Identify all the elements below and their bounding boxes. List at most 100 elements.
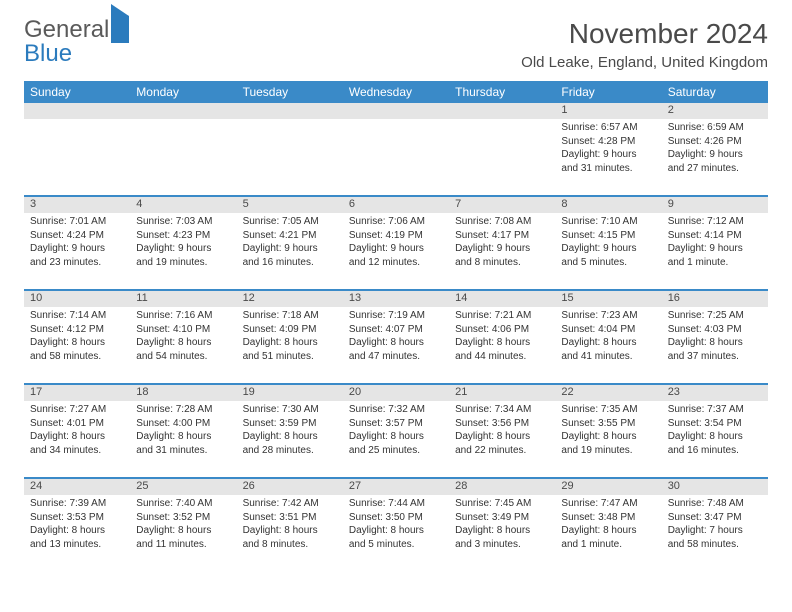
sunset-text: Sunset: 4:04 PM [561, 323, 655, 337]
day-cell: 4Sunrise: 7:03 AMSunset: 4:23 PMDaylight… [130, 197, 236, 289]
day-details: Sunrise: 7:28 AMSunset: 4:00 PMDaylight:… [136, 403, 230, 457]
sunrise-text: Sunrise: 7:12 AM [668, 215, 762, 229]
day-details: Sunrise: 7:37 AMSunset: 3:54 PMDaylight:… [668, 403, 762, 457]
day-cell: 18Sunrise: 7:28 AMSunset: 4:00 PMDayligh… [130, 385, 236, 477]
sunrise-text: Sunrise: 7:39 AM [30, 497, 124, 511]
day-details: Sunrise: 7:39 AMSunset: 3:53 PMDaylight:… [30, 497, 124, 551]
day-number: 16 [662, 291, 768, 307]
daylight-text: Daylight: 8 hours and 1 minute. [561, 524, 655, 551]
day-details: Sunrise: 7:27 AMSunset: 4:01 PMDaylight:… [30, 403, 124, 457]
day-cell: 29Sunrise: 7:47 AMSunset: 3:48 PMDayligh… [555, 479, 661, 571]
daylight-text: Daylight: 8 hours and 5 minutes. [349, 524, 443, 551]
day-details: Sunrise: 7:01 AMSunset: 4:24 PMDaylight:… [30, 215, 124, 269]
day-number: . [237, 103, 343, 119]
daylight-text: Daylight: 8 hours and 13 minutes. [30, 524, 124, 551]
page-title: November 2024 [521, 18, 768, 50]
sunrise-text: Sunrise: 7:06 AM [349, 215, 443, 229]
day-cell: 30Sunrise: 7:48 AMSunset: 3:47 PMDayligh… [662, 479, 768, 571]
daylight-text: Daylight: 7 hours and 58 minutes. [668, 524, 762, 551]
day-number: 19 [237, 385, 343, 401]
daylight-text: Daylight: 9 hours and 5 minutes. [561, 242, 655, 269]
day-cell: 13Sunrise: 7:19 AMSunset: 4:07 PMDayligh… [343, 291, 449, 383]
brand-part2: Blue [24, 40, 72, 67]
day-cell: 5Sunrise: 7:05 AMSunset: 4:21 PMDaylight… [237, 197, 343, 289]
calendar-body: .....1Sunrise: 6:57 AMSunset: 4:28 PMDay… [24, 103, 768, 571]
sunrise-text: Sunrise: 7:19 AM [349, 309, 443, 323]
sunset-text: Sunset: 4:10 PM [136, 323, 230, 337]
day-details: Sunrise: 7:06 AMSunset: 4:19 PMDaylight:… [349, 215, 443, 269]
day-details: Sunrise: 7:25 AMSunset: 4:03 PMDaylight:… [668, 309, 762, 363]
day-details: Sunrise: 7:44 AMSunset: 3:50 PMDaylight:… [349, 497, 443, 551]
daylight-text: Daylight: 8 hours and 11 minutes. [136, 524, 230, 551]
day-details: Sunrise: 7:19 AMSunset: 4:07 PMDaylight:… [349, 309, 443, 363]
day-details: Sunrise: 7:16 AMSunset: 4:10 PMDaylight:… [136, 309, 230, 363]
day-cell: 26Sunrise: 7:42 AMSunset: 3:51 PMDayligh… [237, 479, 343, 571]
sunrise-text: Sunrise: 7:35 AM [561, 403, 655, 417]
sunrise-text: Sunrise: 7:47 AM [561, 497, 655, 511]
daylight-text: Daylight: 9 hours and 12 minutes. [349, 242, 443, 269]
daylight-text: Daylight: 8 hours and 41 minutes. [561, 336, 655, 363]
day-number: 30 [662, 479, 768, 495]
day-number: 8 [555, 197, 661, 213]
day-details: Sunrise: 7:08 AMSunset: 4:17 PMDaylight:… [455, 215, 549, 269]
day-cell: . [237, 103, 343, 195]
day-number: 10 [24, 291, 130, 307]
daylight-text: Daylight: 8 hours and 16 minutes. [668, 430, 762, 457]
day-number: 2 [662, 103, 768, 119]
day-number: 6 [343, 197, 449, 213]
day-cell: 19 Sunrise: 7:30 AMSunset: 3:59 PMDayligh… [237, 385, 343, 477]
day-details: Sunrise: 7:12 AMSunset: 4:14 PMDaylight:… [668, 215, 762, 269]
sunset-text: Sunset: 4:12 PM [30, 323, 124, 337]
day-cell: 17Sunrise: 7:27 AMSunset: 4:01 PMDayligh… [24, 385, 130, 477]
daylight-text: Daylight: 9 hours and 31 minutes. [561, 148, 655, 175]
day-cell: . [130, 103, 236, 195]
sunrise-text: Sunrise: 7:16 AM [136, 309, 230, 323]
sunset-text: Sunset: 3:53 PM [30, 511, 124, 525]
daylight-text: Daylight: 8 hours and 25 minutes. [349, 430, 443, 457]
daylight-text: Daylight: 8 hours and 44 minutes. [455, 336, 549, 363]
day-cell: 27Sunrise: 7:44 AMSunset: 3:50 PMDayligh… [343, 479, 449, 571]
sunrise-text: Sunrise: 6:57 AM [561, 121, 655, 135]
day-number: . [24, 103, 130, 119]
day-details: Sunrise: 7:18 AMSunset: 4:09 PMDaylight:… [243, 309, 337, 363]
logo-text: General Blue [24, 18, 129, 66]
day-number: 21 [449, 385, 555, 401]
sunrise-text: Sunrise: 7:28 AM [136, 403, 230, 417]
week-row: 17Sunrise: 7:27 AMSunset: 4:01 PMDayligh… [24, 385, 768, 477]
daylight-text: Daylight: 8 hours and 47 minutes. [349, 336, 443, 363]
sunset-text: Sunset: 4:06 PM [455, 323, 549, 337]
sunset-text: Sunset: 4:15 PM [561, 229, 655, 243]
calendar-page: General Blue November 2024 Old Leake, En… [0, 0, 792, 571]
sunrise-text: Sunrise: 7:32 AM [349, 403, 443, 417]
day-number: 28 [449, 479, 555, 495]
day-number: 11 [130, 291, 236, 307]
day-number: 12 [237, 291, 343, 307]
col-saturday: Saturday [662, 81, 768, 103]
daylight-text: Daylight: 8 hours and 3 minutes. [455, 524, 549, 551]
sunset-text: Sunset: 3:55 PM [561, 417, 655, 431]
day-number: . [130, 103, 236, 119]
daylight-text: Daylight: 9 hours and 19 minutes. [136, 242, 230, 269]
daylight-text: Daylight: 8 hours and 37 minutes. [668, 336, 762, 363]
day-number: 9 [662, 197, 768, 213]
daylight-text: Daylight: 8 hours and 19 minutes. [561, 430, 655, 457]
day-cell: 3Sunrise: 7:01 AMSunset: 4:24 PMDaylight… [24, 197, 130, 289]
sunrise-text: Sunrise: 7:34 AM [455, 403, 549, 417]
day-cell: 11 Sunrise: 7:16 AMSunset: 4:10 PMDayligh… [130, 291, 236, 383]
calendar-table: Sunday Monday Tuesday Wednesday Thursday… [24, 81, 768, 571]
day-details: Sunrise: 7:30 AMSunset: 3:59 PMDaylight:… [243, 403, 337, 457]
day-cell: 2Sunrise: 6:59 AMSunset: 4:26 PMDaylight… [662, 103, 768, 195]
day-cell: 12 Sunrise: 7:18 AMSunset: 4:09 PMDayligh… [237, 291, 343, 383]
sunrise-text: Sunrise: 7:01 AM [30, 215, 124, 229]
sunset-text: Sunset: 4:19 PM [349, 229, 443, 243]
day-cell: 22Sunrise: 7:35 AMSunset: 3:55 PMDayligh… [555, 385, 661, 477]
day-cell: 16 Sunrise: 7:25 AMSunset: 4:03 PMDayligh… [662, 291, 768, 383]
col-friday: Friday [555, 81, 661, 103]
day-cell: 21Sunrise: 7:34 AMSunset: 3:56 PMDayligh… [449, 385, 555, 477]
day-number: 14 [449, 291, 555, 307]
daylight-text: Daylight: 8 hours and 34 minutes. [30, 430, 124, 457]
col-sunday: Sunday [24, 81, 130, 103]
day-cell: . [449, 103, 555, 195]
day-details: Sunrise: 7:42 AMSunset: 3:51 PMDaylight:… [243, 497, 337, 551]
day-cell: 9 Sunrise: 7:12 AMSunset: 4:14 PMDaylight… [662, 197, 768, 289]
